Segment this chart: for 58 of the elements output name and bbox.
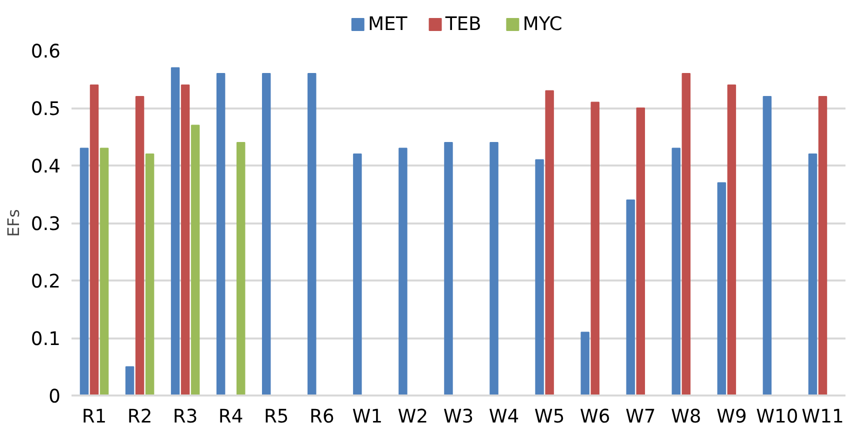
bar xyxy=(590,102,600,396)
bar xyxy=(190,124,200,396)
bar xyxy=(308,73,316,396)
y-tick-label: 0.1 xyxy=(30,329,60,350)
bar xyxy=(682,73,691,396)
bar xyxy=(262,73,271,396)
bar xyxy=(717,182,726,396)
x-tick-label: W2 xyxy=(398,406,428,428)
bar xyxy=(125,366,134,396)
x-tick-label: W11 xyxy=(802,406,844,428)
x-tick-label: W7 xyxy=(625,406,656,428)
y-axis-title: EFs xyxy=(4,209,23,237)
bar xyxy=(398,148,408,396)
x-tick-label: R6 xyxy=(309,406,334,428)
bar xyxy=(672,148,680,396)
x-tick-label: W3 xyxy=(443,406,474,428)
y-tick-label: 0 xyxy=(48,386,61,408)
bar xyxy=(808,154,818,396)
x-tick-label: W10 xyxy=(756,406,798,428)
bar xyxy=(535,159,544,396)
bar xyxy=(216,73,226,396)
bar xyxy=(80,148,89,396)
bar xyxy=(236,142,246,396)
x-tick-label: W9 xyxy=(716,406,747,428)
y-tick-label: 0.2 xyxy=(30,272,60,292)
y-tick-label: 0.6 xyxy=(30,42,60,62)
x-tick-label: W1 xyxy=(352,406,383,428)
legend-label: MET xyxy=(368,14,408,35)
y-tick-label: 0.5 xyxy=(30,99,60,120)
bar xyxy=(727,84,736,396)
x-tick-label: R2 xyxy=(127,406,152,428)
bar xyxy=(353,154,362,396)
bar xyxy=(626,200,635,396)
bar xyxy=(490,142,498,396)
bar xyxy=(180,84,190,396)
bar xyxy=(636,108,645,396)
bar xyxy=(444,142,453,396)
bar xyxy=(545,90,554,396)
x-tick-label: R1 xyxy=(82,406,107,428)
x-tick-label: W4 xyxy=(488,406,520,428)
bar xyxy=(145,154,154,396)
legend-label: TEB xyxy=(444,14,482,35)
x-tick-label: R4 xyxy=(218,406,244,428)
x-tick-label: W6 xyxy=(580,406,610,428)
bar xyxy=(100,148,109,396)
bar xyxy=(135,96,144,396)
y-tick-label: 0.3 xyxy=(30,214,60,235)
x-tick-label: W8 xyxy=(670,406,702,428)
legend-label: MYC xyxy=(522,14,562,35)
bar xyxy=(90,84,99,396)
bar xyxy=(580,332,590,396)
x-tick-label: R3 xyxy=(172,406,198,428)
y-tick-label: 0.4 xyxy=(30,156,60,178)
x-tick-label: W5 xyxy=(534,406,565,428)
x-tick-label: R5 xyxy=(264,406,289,428)
bar xyxy=(818,96,828,396)
bar xyxy=(762,96,772,396)
bar xyxy=(170,67,180,396)
